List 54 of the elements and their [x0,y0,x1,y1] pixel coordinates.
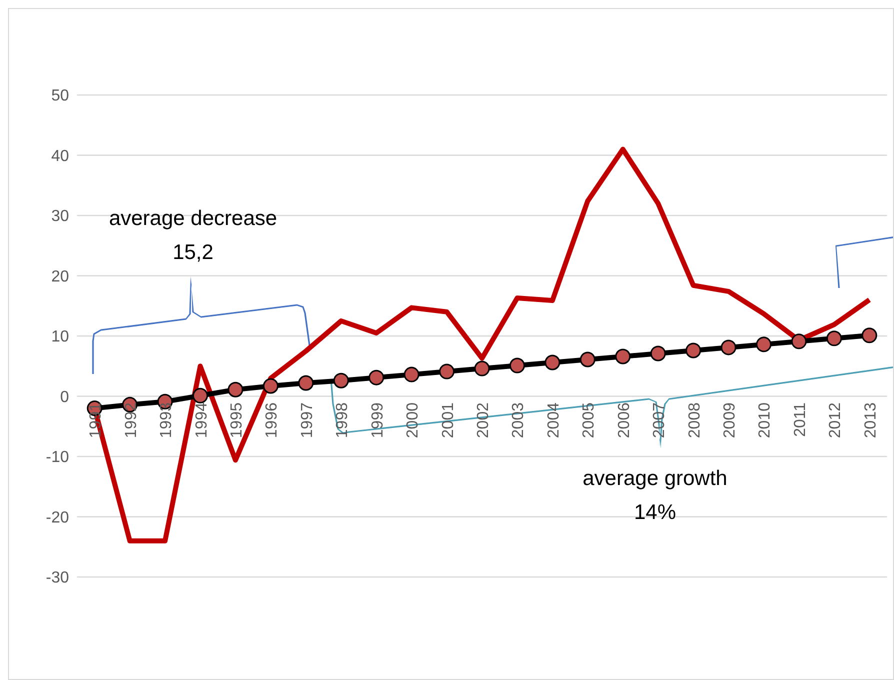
x-tick-label: 1996 [264,402,281,438]
x-tick-label: 1994 [193,402,210,438]
point [439,364,455,380]
x-tick-label: 2006 [616,402,633,438]
point [756,336,772,352]
x-tick-label: 1999 [369,402,386,438]
x-tick-label: 1991 [88,402,105,438]
annotation: average growth 14% [582,467,728,524]
x-tick-label: 2013 [862,402,880,438]
point [544,354,560,370]
x-tick-label: 2005 [580,402,598,438]
x-tick-label: 1993 [158,402,176,438]
point [686,342,702,358]
y-tick-label: -20 [46,509,70,526]
y-tick-label: 30 [51,208,70,226]
annotation: average decrease 15,2 [108,207,278,264]
point [262,378,278,394]
x-tick-label: 2000 [404,402,422,438]
point [474,360,490,376]
x-tick-label: 2010 [756,402,774,438]
point [368,370,384,386]
point [615,348,631,364]
x-tick-label: 2012 [827,402,844,438]
x-tick-label: 1997 [298,402,316,438]
y-tick-label: 50 [51,88,70,105]
x-tick-label: 2001 [440,402,457,438]
point [580,352,596,368]
point [333,372,349,388]
y-tick-label: 40 [51,148,70,165]
y-tick-label: 20 [51,268,70,286]
x-tick-label: 2003 [510,402,528,438]
point [298,375,314,391]
point [228,382,244,398]
y-tick-label: -30 [46,570,70,587]
x-tick-label: 2004 [545,402,562,438]
y-tick-label: 10 [51,328,70,346]
x-tick-label: 1998 [334,402,352,438]
x-tick-label: 2002 [475,402,492,438]
x-tick-label: 2011 [792,402,809,437]
point [826,330,842,346]
point [862,328,878,344]
x-tick-label: 2007 [651,402,668,438]
y-tick-label: 0 [60,388,70,406]
x-tick-label: 1992 [122,402,140,438]
x-tick-label: 1995 [228,402,246,438]
x-tick-label: 2009 [722,402,739,438]
point [650,346,666,362]
point [720,340,736,356]
point [791,334,807,350]
point [509,358,525,374]
point [192,388,208,404]
y-tick-label: -10 [46,449,70,466]
x-tick-label: 2008 [686,402,704,438]
point [404,366,420,382]
